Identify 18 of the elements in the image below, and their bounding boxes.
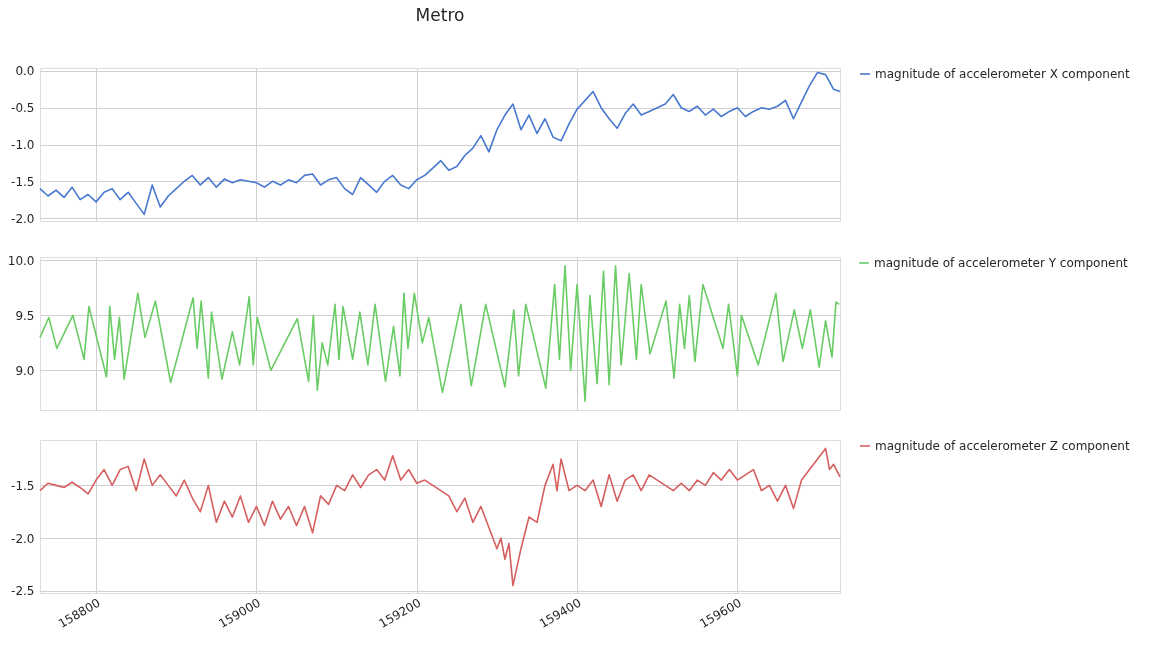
line-series — [39, 447, 841, 587]
y-tick-label: 9.5 — [15, 308, 35, 323]
legend-label: magnitude of accelerometer X component — [875, 67, 1130, 81]
legend-label: magnitude of accelerometer Z component — [875, 439, 1130, 453]
y-tick-label: -1.0 — [11, 138, 35, 152]
y-tick-label: -2.5 — [11, 584, 35, 599]
y-tick-label: -2.0 — [11, 531, 35, 546]
chart-title: Metro — [415, 4, 465, 25]
y-tick-label: 10.0 — [7, 253, 35, 268]
y-tick-label: -1.5 — [11, 478, 35, 493]
legend-label: magnitude of accelerometer Y component — [874, 256, 1128, 270]
y-tick-label: 0.0 — [15, 64, 35, 79]
line-series — [39, 71, 841, 216]
line-series — [39, 265, 840, 402]
y-tick-label: 9.0 — [15, 363, 35, 378]
y-tick-label: -1.5 — [11, 174, 35, 189]
y-tick-label: -2.0 — [11, 211, 35, 226]
y-tick-label: -0.5 — [11, 101, 35, 116]
